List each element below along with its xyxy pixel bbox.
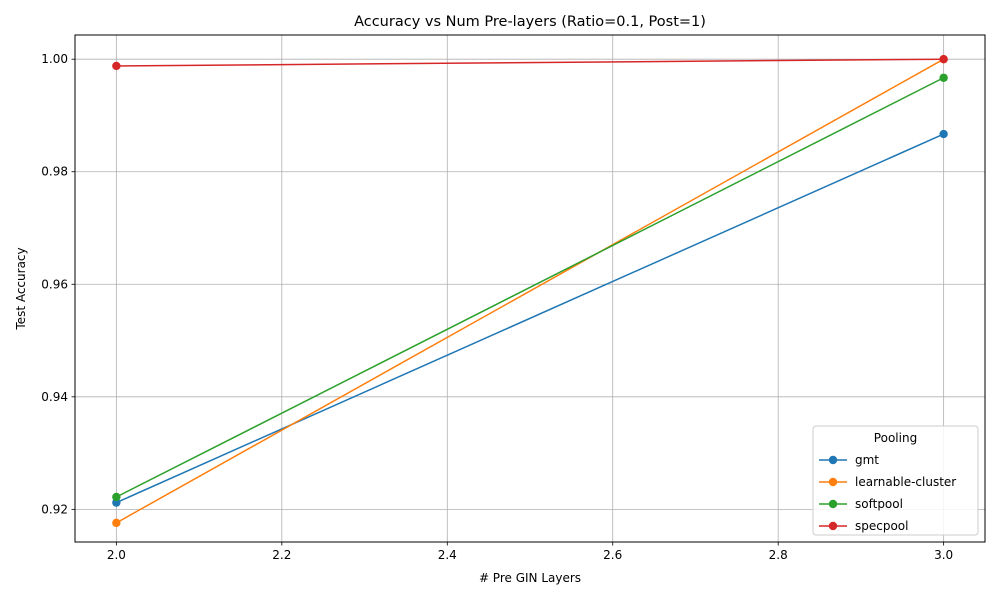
- axis-ticks: 2.0 2.2 2.4 2.6 2.8 3.0 0.92 0.94 0.96 0.98 1.00: [41, 52, 953, 562]
- legend-swatch-marker: [828, 455, 838, 465]
- legend-swatch-marker: [828, 499, 838, 509]
- legend: Pooling gmt learnable-cluster softpool specp…: [812, 425, 979, 536]
- legend-box: [812, 425, 979, 536]
- y-tick-label: 0.92: [41, 502, 68, 516]
- x-tick-label: 2.0: [107, 548, 126, 562]
- legend-label-softpool: softpool: [855, 497, 903, 511]
- legend-swatch-marker: [828, 477, 838, 487]
- series-group: [112, 54, 948, 528]
- y-tick-label: 1.00: [41, 52, 68, 66]
- x-axis-label: # Pre GIN Layers: [479, 571, 581, 585]
- plot-frame: [74, 34, 986, 543]
- data-point-softpool: [939, 73, 948, 82]
- x-tick-label: 2.8: [769, 548, 788, 562]
- data-point-gmt: [939, 129, 948, 139]
- data-point-specpool: [939, 54, 948, 64]
- x-tick-label: 2.4: [438, 548, 457, 562]
- x-tick-label: 2.2: [272, 548, 291, 562]
- legend-label-gmt: gmt: [855, 453, 879, 467]
- x-tick-label: 3.0: [934, 548, 953, 562]
- data-point-learnable-cluster: [112, 518, 121, 528]
- x-tick-label: 2.6: [603, 548, 622, 562]
- chart-title: Accuracy vs Num Pre-layers (Ratio=0.1, P…: [354, 14, 706, 30]
- legend-label-specpool: specpool: [855, 519, 908, 533]
- legend-title: Pooling: [874, 431, 917, 445]
- legend-swatch-marker: [828, 521, 838, 531]
- data-point-softpool: [112, 492, 121, 502]
- series-line-specpool: [116, 58, 944, 67]
- series-line-gmt: [116, 133, 944, 504]
- legend-label-learnable-cluster: learnable-cluster: [855, 475, 956, 489]
- series-line-learnable-cluster: [115, 58, 945, 524]
- y-tick-label: 0.94: [41, 390, 68, 404]
- y-tick-label: 0.98: [41, 165, 68, 179]
- y-axis-label: Test Accuracy: [14, 247, 28, 330]
- series-line-softpool: [116, 77, 944, 498]
- data-point-specpool: [112, 61, 121, 71]
- y-tick-label: 0.96: [41, 277, 68, 291]
